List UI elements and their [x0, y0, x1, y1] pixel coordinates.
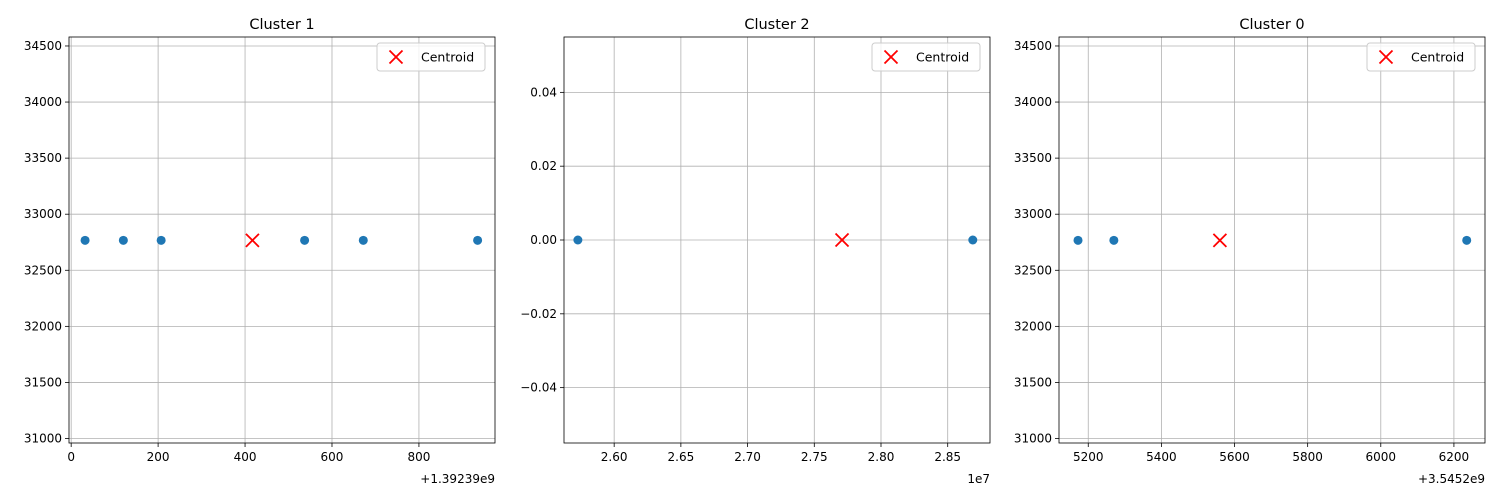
y-tick-label: 31500	[24, 375, 62, 389]
x-tick-label: 0	[67, 450, 75, 464]
data-point	[573, 235, 583, 245]
x-tick-label: 2.70	[734, 450, 761, 464]
data-point	[118, 235, 128, 245]
chart-panel-3: 5200 5400 5600 5800 6000 6200 31000 31500 32000 3…	[1014, 17, 1486, 486]
plot-frame	[1058, 36, 1486, 444]
y-tick-label: 32000	[1014, 319, 1052, 333]
centroid-marker	[245, 233, 260, 248]
x-tick-label: 400	[234, 450, 257, 464]
legend-centroid-icon	[388, 49, 404, 65]
x-tick-label: 6200	[1439, 450, 1470, 464]
y-tick-label: 33500	[24, 151, 62, 165]
x-tick-label: 800	[407, 450, 430, 464]
chart-panel-1: 0 200 400 600 800 31000 31500 32000 32500 33000 33…	[24, 17, 496, 486]
y-tick-label: 0.02	[530, 159, 557, 173]
x-tick-label: 6000	[1366, 450, 1397, 464]
y-tick-label: 34000	[1014, 95, 1052, 109]
chart-panel-2: 2.60 2.65 2.70 2.75 2.80 2.85 −0.04 −0.02 0.00 0.…	[520, 17, 991, 486]
y-tick-label: 34500	[24, 39, 62, 53]
x-tick-label: 5200	[1073, 450, 1104, 464]
x-tick-label: 2.75	[801, 450, 828, 464]
legend: Centroid	[871, 42, 981, 72]
chart-title: Cluster 0	[1239, 17, 1304, 33]
x-offset-label: +1.39239e9	[420, 472, 495, 486]
legend: Centroid	[376, 42, 486, 72]
legend-label: Centroid	[1411, 50, 1464, 65]
legend-box	[1366, 42, 1476, 72]
x-tick-label: 2.85	[934, 450, 961, 464]
y-tick-label: 34000	[24, 95, 62, 109]
y-tick-label: 32000	[24, 319, 62, 333]
x-tick-label: 2.60	[601, 450, 628, 464]
x-tick-label: 5600	[1219, 450, 1250, 464]
legend-centroid-icon	[1378, 49, 1394, 65]
y-tick-label: 32500	[1014, 263, 1052, 277]
plot-area	[1059, 37, 1485, 443]
y-tick-label: 31000	[24, 432, 62, 446]
y-tick-label: 0.04	[530, 85, 557, 99]
x-tick-label: 5800	[1292, 450, 1323, 464]
x-tick-label: 200	[147, 450, 170, 464]
x-tick-label: 2.65	[668, 450, 695, 464]
chart-title: Cluster 1	[249, 17, 314, 33]
y-tick-label: 31500	[1014, 375, 1052, 389]
legend-box	[376, 42, 486, 72]
data-point	[358, 235, 368, 245]
data-point	[80, 235, 90, 245]
data-point	[300, 235, 310, 245]
y-tick-label: 32500	[24, 263, 62, 277]
centroid-marker	[834, 232, 850, 248]
legend-box	[871, 42, 981, 72]
legend-label: Centroid	[916, 50, 969, 65]
y-tick-label: 33000	[24, 207, 62, 221]
y-tick-label: 0.00	[530, 233, 557, 247]
x-tick-label: 2.80	[868, 450, 895, 464]
y-tick-label: 33500	[1014, 151, 1052, 165]
y-tick-label: −0.04	[520, 381, 557, 395]
legend: Centroid	[1366, 42, 1476, 72]
y-tick-label: 33000	[1014, 207, 1052, 221]
y-tick-label: 34500	[1014, 39, 1052, 53]
legend-centroid-icon	[883, 49, 899, 65]
y-tick-label: 31000	[1014, 432, 1052, 446]
data-point	[1073, 235, 1083, 245]
plot-area	[69, 37, 495, 443]
y-tick-label: −0.02	[520, 307, 557, 321]
x-offset-label: +3.5452e9	[1418, 472, 1485, 486]
data-point	[1462, 235, 1472, 245]
data-point	[968, 235, 978, 245]
data-point	[156, 235, 166, 245]
chart-title: Cluster 2	[744, 17, 809, 33]
x-tick-label: 5400	[1146, 450, 1177, 464]
legend-label: Centroid	[421, 50, 474, 65]
centroid-marker	[1212, 233, 1228, 248]
plot-frame	[563, 36, 991, 444]
x-offset-label: 1e7	[967, 472, 990, 486]
plot-frame	[68, 36, 496, 444]
data-point	[1109, 235, 1119, 245]
data-point	[473, 235, 483, 245]
x-tick-label: 600	[321, 450, 344, 464]
